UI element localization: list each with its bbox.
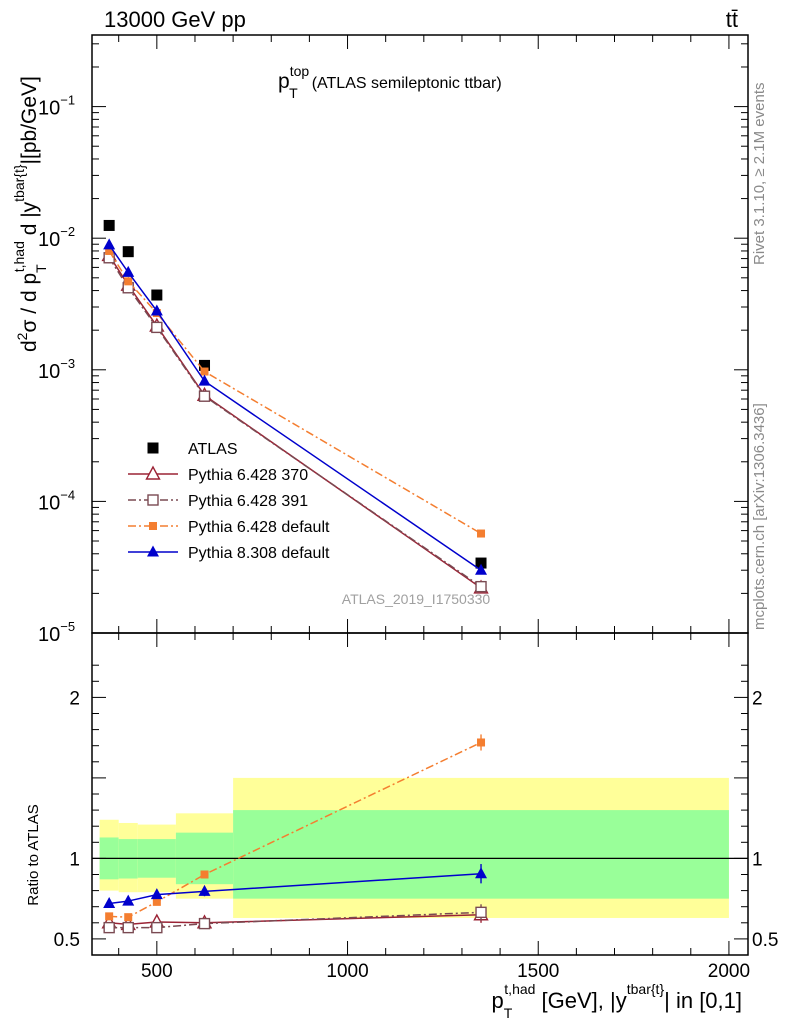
x-tick-label: 2000 [708,961,750,982]
ratio-point-pythia-6-428-391 [122,921,134,934]
ratio-y-tick-label-right: 1 [752,849,763,870]
main-line-pythia-6-428-default [108,250,482,535]
main-line-pythia-6-428-370 [108,255,482,589]
legend-label-pythia-6-428-391: Pythia 6.428 391 [188,493,308,510]
ratio-point-pythia-8-308-default [150,888,163,900]
x-tick-label: 1000 [326,961,368,982]
main-ylabel: d2σ / d pTt,had d |ytbar{t}|[pb/GeV] [11,76,49,352]
main-point-pythia-6-428-default [477,529,486,538]
ratio-point-pythia-6-428-391 [103,921,115,934]
process-label: tt̄ [726,7,738,32]
mcplots-label: mcplots.cern.ch [arXiv:1306.3436] [751,403,768,630]
y-tick-label: 10−5 [38,619,75,646]
main-point-atlas [151,289,163,301]
x-tick-label: 500 [141,961,173,982]
ratio-y-tick-label-left: 2 [69,688,80,709]
rivet-version-label: Rivet 3.1.10, ≥ 2.1M events [751,83,768,266]
main-line-pythia-6-428-391 [108,257,482,588]
main-point-atlas [199,359,211,371]
legend-marker-atlas [147,442,159,454]
ratio-point-pythia-8-308-default [122,894,135,906]
x-tick-label: 1500 [517,961,559,982]
legend-marker-pythia-6-428-391 [147,494,159,506]
legend-label-pythia-8-308-default: Pythia 8.308 default [188,545,330,562]
main-point-pythia-6-428-391 [475,580,487,593]
ratio-y-tick-label-right: 0.5 [752,930,778,951]
legend-marker-pythia-6-428-370 [145,465,161,480]
legend-label-pythia-6-428-default: Pythia 6.428 default [188,519,330,536]
energy-label: 13000 GeV pp [104,7,246,32]
analysis-watermark: ATLAS_2019_I1750330 [342,591,491,607]
main-point-pythia-8-308-default [475,563,488,575]
main-point-pythia-8-308-default [103,238,116,250]
main-point-atlas [103,219,115,231]
main-point-pythia-8-308-default [150,304,163,316]
legend-marker-pythia-6-428-default [149,522,157,530]
ratio-point-pythia-8-308-default [103,896,116,908]
main-point-atlas [475,557,487,569]
ratio-point-pythia-6-428-391 [475,906,487,919]
ratio-point-pythia-6-428-default [124,913,133,922]
y-tick-label: 10−2 [38,224,75,251]
legend-label-pythia-6-428-370: Pythia 6.428 370 [188,467,308,484]
y-tick-label: 10−3 [38,356,75,383]
ratio-point-pythia-6-428-391 [151,921,163,934]
legend-marker-pythia-8-308-default [147,545,159,557]
main-point-pythia-8-308-default [198,374,211,386]
ratio-y-tick-label-right: 2 [752,688,763,709]
main-point-pythia-6-428-default [124,277,133,286]
main-point-pythia-8-308-default [122,265,135,277]
y-tick-label: 10−4 [38,487,75,514]
x-axis-label: pTt,had [GeV], |ytbar{t}| in [0,1] [491,981,742,1021]
main-point-pythia-6-428-391 [198,390,211,402]
ratio-point-pythia-8-308-default [198,884,211,896]
main-point-pythia-6-428-default [105,246,114,255]
ratio-y-tick-label-left: 1 [69,849,80,870]
ratio-line-pythia-6-428-391 [109,911,482,929]
ratio-point-pythia-6-428-default [152,897,161,906]
ratio-point-pythia-6-428-391 [198,917,211,930]
ratio-ylabel: Ratio to ATLAS [25,804,42,905]
main-point-atlas [122,246,134,258]
main-title: ptop T(ATLAS semileptonic ttbar) [278,63,502,101]
main-point-pythia-6-428-391 [151,321,163,334]
ratio-point-pythia-6-428-default [200,870,209,879]
legend-label-atlas: ATLAS [188,441,238,458]
ratio-y-tick-label-left: 0.5 [54,930,80,951]
legend: ATLAS Pythia 6.428 370 Pythia 6.428 391 Pyt… [128,441,330,562]
ratio-point-pythia-8-308-default [475,867,488,879]
main-panel-frame [91,34,749,634]
ratio-point-pythia-6-428-default [477,738,486,747]
ratio-point-pythia-6-428-default [105,912,114,921]
main-point-pythia-6-428-default [200,367,209,376]
y-tick-label: 10−1 [38,93,75,120]
